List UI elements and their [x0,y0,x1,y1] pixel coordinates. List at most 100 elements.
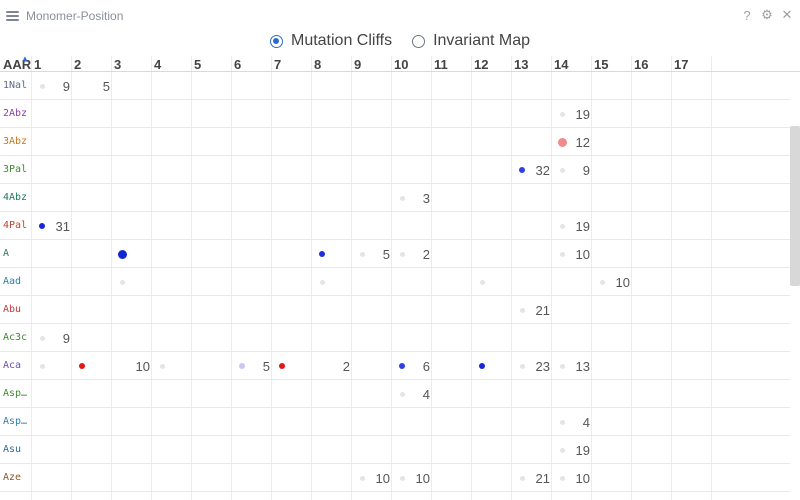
grid-cell[interactable]: 10 [592,268,632,296]
position-header[interactable]: 1 [34,57,42,72]
position-header[interactable]: 17 [674,57,689,72]
cliff-marker [559,251,565,257]
grid-cell[interactable] [152,352,192,380]
column-divider [31,56,32,500]
help-icon[interactable]: ? [743,7,751,23]
monomer-label[interactable]: A [3,248,10,259]
position-header[interactable]: 10 [394,57,409,72]
close-icon[interactable]: ✕ [781,7,793,22]
grid-cell[interactable]: 10 [392,464,432,492]
monomer-label[interactable]: Asu [3,444,22,455]
cliff-marker [39,335,45,341]
sort-arrow-icon: ▲ [21,56,29,63]
monomer-label[interactable]: 2Abz [3,108,28,119]
position-header[interactable]: 3 [114,57,122,72]
cliff-marker [39,223,45,229]
settings-icon[interactable]: ⚙ [761,7,773,22]
position-header[interactable]: 4 [154,57,162,72]
monomer-label[interactable]: 3Pal [3,164,28,175]
grid-cell[interactable] [72,352,112,380]
position-header[interactable]: 13 [514,57,529,72]
grid-cell[interactable]: 10 [552,464,592,492]
grid-row: 4Pal 31 19 [0,212,790,240]
position-header[interactable]: 2 [74,57,82,72]
monomer-label[interactable]: Asp… [3,416,28,427]
grid-cell[interactable] [472,268,512,296]
cliff-marker [479,363,485,369]
monomer-label[interactable]: Aze [3,472,22,483]
grid-cell[interactable] [472,352,512,380]
grid-cell[interactable] [312,240,352,268]
grid-cell[interactable]: 21 [512,296,552,324]
grid-cell[interactable]: 9 [552,156,592,184]
position-header[interactable]: 16 [634,57,649,72]
column-divider [471,56,472,500]
grid-cell[interactable]: 31 [32,212,72,240]
grid-cell[interactable]: 19 [552,212,592,240]
grid-cell[interactable]: 5 [352,240,392,268]
grid-cell[interactable]: 9 [32,72,72,100]
position-header[interactable]: 5 [194,57,202,72]
column-divider [391,56,392,500]
cliff-marker [559,419,565,425]
aar-column-header[interactable]: AAR [3,57,32,72]
position-header[interactable]: 12 [474,57,489,72]
window-title: Monomer-Position [26,9,124,23]
grid-cell[interactable]: 5 [72,72,112,100]
monomer-label[interactable]: 3Abz [3,136,28,147]
cliff-marker [119,279,125,285]
monomer-label[interactable]: 4Abz [3,192,28,203]
position-header[interactable]: 9 [354,57,362,72]
grid-cell[interactable]: 2 [312,352,352,380]
monomer-label[interactable]: 1Nal [3,80,28,91]
grid-cell[interactable] [112,268,152,296]
monomer-label[interactable]: Ac3c [3,332,28,343]
grid-cell[interactable]: 19 [552,100,592,128]
grid-cell[interactable]: 21 [512,464,552,492]
grid-cell[interactable] [32,352,72,380]
cliff-count: 10 [375,471,390,486]
grid-cell[interactable]: 5 [232,352,272,380]
vertical-scrollbar[interactable] [790,126,800,286]
monomer-label[interactable]: Abu [3,304,22,315]
grid-cell[interactable]: 13 [552,352,592,380]
monomer-label[interactable]: Asp… [3,388,28,399]
position-header[interactable]: 7 [274,57,282,72]
cliff-marker [559,111,565,117]
mutation-cliffs-radio[interactable]: Mutation Cliffs [269,30,392,52]
position-header[interactable]: 15 [594,57,609,72]
monomer-label[interactable]: Aad [3,276,22,287]
grid-cell[interactable]: 9 [32,324,72,352]
grid-cell[interactable]: 3 [392,184,432,212]
grid-cell[interactable]: 32 [512,156,552,184]
cliff-count: 9 [582,163,590,178]
grid-cell[interactable]: 4 [392,380,432,408]
grid-cell[interactable]: 19 [552,436,592,464]
grid-cell[interactable] [112,240,152,268]
grid-cell[interactable]: 10 [352,464,392,492]
grid-cell[interactable]: 12 [552,128,592,156]
cliff-count: 3 [422,191,430,206]
position-header[interactable]: 8 [314,57,322,72]
column-divider [151,56,152,500]
position-header[interactable]: 14 [554,57,569,72]
position-header[interactable]: 11 [434,57,448,72]
hamburger-icon[interactable] [6,11,19,21]
grid-cell[interactable]: 23 [512,352,552,380]
grid-cell[interactable] [272,352,312,380]
monomer-position-grid[interactable]: AAR ▲ 1 2 3 4 5 6 7 8 9 10 11 12 13 14 15 16 17 1Nal 9 5 2A… [0,56,800,500]
cliff-count: 2 [342,359,350,374]
grid-cell[interactable]: 10 [552,240,592,268]
cliff-count: 9 [62,331,70,346]
grid-cell[interactable]: 6 [392,352,432,380]
cliff-count: 19 [575,443,590,458]
grid-cell[interactable]: 4 [552,408,592,436]
monomer-label[interactable]: 4Pal [3,220,28,231]
monomer-label[interactable]: Aca [3,360,22,371]
grid-cell[interactable]: 10 [112,352,152,380]
grid-cell[interactable]: 2 [392,240,432,268]
position-header[interactable]: 6 [234,57,242,72]
invariant-map-radio[interactable]: Invariant Map [412,30,530,52]
grid-cell[interactable] [312,268,352,296]
grid-row: Asp… 4 [0,380,790,408]
